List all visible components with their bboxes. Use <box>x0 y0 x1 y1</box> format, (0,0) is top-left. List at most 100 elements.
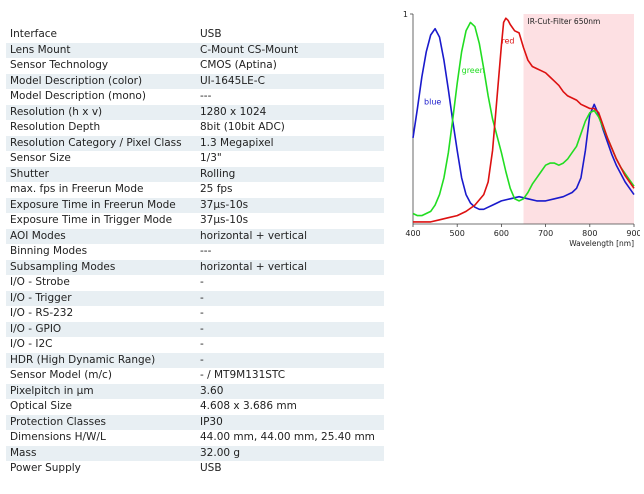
spec-row: Model Description (mono) --- <box>6 89 384 105</box>
spec-row: AOI Modes horizontal + vertical <box>6 228 384 244</box>
x-axis-label: Wavelength [nm] <box>569 239 634 248</box>
spec-label: Exposure Time in Freerun Mode <box>6 197 196 213</box>
spec-value: 25 fps <box>200 183 233 195</box>
spec-value: 4.608 x 3.686 mm <box>200 400 297 412</box>
spec-label: I/O - RS-232 <box>10 307 74 319</box>
spec-value: - <box>196 352 384 368</box>
spec-row: max. fps in Freerun Mode 25 fps <box>6 182 384 198</box>
spec-value: 8bit (10bit ADC) <box>200 121 285 133</box>
spec-value: - / MT9M131STC <box>200 369 286 381</box>
spec-row: Optical Size 4.608 x 3.686 mm <box>6 399 384 415</box>
spec-value: --- <box>200 90 212 102</box>
spec-label: Binning Modes <box>10 245 88 257</box>
spec-table: Interface USB Lens Mount C-Mount CS-Mount Se… <box>6 27 384 477</box>
spec-value: horizontal + vertical <box>196 259 384 275</box>
spec-label: Sensor Technology <box>10 59 109 71</box>
spec-label: Mass <box>6 445 196 461</box>
spec-row: Power Supply USB <box>6 461 384 477</box>
spec-label: I/O - I2C <box>10 338 53 350</box>
x-tick-label: 900 <box>626 229 640 238</box>
spec-row: I/O - Trigger - <box>6 290 384 306</box>
spec-value: 1/3" <box>200 152 222 164</box>
spec-value: 3.60 <box>196 383 384 399</box>
x-tick-label: 800 <box>582 229 597 238</box>
spec-row: Resolution Depth 8bit (10bit ADC) <box>6 120 384 136</box>
x-tick-label: 700 <box>538 229 553 238</box>
spec-label: Resolution (h x v) <box>6 104 196 120</box>
spec-value: - <box>200 307 204 319</box>
spec-label: Optical Size <box>10 400 72 412</box>
x-tick-label: 500 <box>450 229 465 238</box>
spec-value: C-Mount CS-Mount <box>196 42 384 58</box>
series-label-blue: blue <box>424 97 441 106</box>
spec-value: 32.00 g <box>196 445 384 461</box>
spec-value: - <box>200 338 204 350</box>
spec-row: Resolution (h x v) 1280 x 1024 <box>6 104 384 120</box>
spec-row: Protection Classes IP30 <box>6 414 384 430</box>
x-tick-label: 400 <box>405 229 420 238</box>
spec-value: - <box>200 276 204 288</box>
spec-row: Shutter Rolling <box>6 166 384 182</box>
x-tick-label: 600 <box>494 229 509 238</box>
spec-label: HDR (High Dynamic Range) <box>6 352 196 368</box>
spec-table-body: Interface USB Lens Mount C-Mount CS-Mount Se… <box>6 27 384 477</box>
spec-value: horizontal + vertical <box>196 228 384 244</box>
spec-row: I/O - Strobe - <box>6 275 384 291</box>
spec-label: Sensor Size <box>10 152 71 164</box>
spec-value: 1.3 Megapixel <box>196 135 384 151</box>
spec-value: - <box>196 290 384 306</box>
spec-row: Resolution Category / Pixel Class 1.3 Meg… <box>6 135 384 151</box>
spec-label: I/O - Strobe <box>10 276 70 288</box>
spec-row: Sensor Model (m/c) - / MT9M131STC <box>6 368 384 384</box>
spec-label: Dimensions H/W/L <box>10 431 106 443</box>
spec-row: Subsampling Modes horizontal + vertical <box>6 259 384 275</box>
spec-label: max. fps in Freerun Mode <box>10 183 144 195</box>
series-label-red: red <box>501 36 514 45</box>
spec-value: - <box>196 321 384 337</box>
ir-cut-region <box>523 14 634 224</box>
spec-row: Model Description (color) UI-1645LE-C <box>6 73 384 89</box>
spec-row: Exposure Time in Trigger Mode 37µs-10s <box>6 213 384 229</box>
spec-value: --- <box>200 245 212 257</box>
spec-row: HDR (High Dynamic Range) - <box>6 352 384 368</box>
spec-value: Rolling <box>196 166 384 182</box>
spec-label: I/O - Trigger <box>6 290 196 306</box>
spec-label: Exposure Time in Trigger Mode <box>10 214 173 226</box>
series-line-red <box>413 17 635 223</box>
y-tick-label: 1 <box>403 10 408 19</box>
spec-row: Exposure Time in Freerun Mode 37µs-10s <box>6 197 384 213</box>
spec-row: Interface USB <box>6 27 384 43</box>
spec-value: CMOS (Aptina) <box>200 59 277 71</box>
spec-label: Sensor Model (m/c) <box>10 369 112 381</box>
spec-label: AOI Modes <box>6 228 196 244</box>
spec-label: Resolution Category / Pixel Class <box>6 135 196 151</box>
spec-value: 37µs-10s <box>200 214 249 226</box>
spec-value: 1280 x 1024 <box>196 104 384 120</box>
spec-label: Model Description (color) <box>6 73 196 89</box>
spec-label: Interface <box>10 28 58 40</box>
spec-value: 44.00 mm, 44.00 mm, 25.40 mm <box>200 431 375 443</box>
spec-label: Subsampling Modes <box>6 259 196 275</box>
spec-row: Mass 32.00 g <box>6 445 384 461</box>
spec-label: Resolution Depth <box>10 121 101 133</box>
series-line-green <box>412 21 635 217</box>
chart-svg: IR-Cut-Filter 650nm 1 400 500 600 700 800 900Wa… <box>403 10 640 248</box>
spec-value: 37µs-10s <box>196 197 384 213</box>
spec-label: Pixelpitch in µm <box>6 383 196 399</box>
series-line-blue <box>412 27 635 211</box>
spec-label: Lens Mount <box>6 42 196 58</box>
spec-label: I/O - GPIO <box>6 321 196 337</box>
spec-value: USB <box>200 28 222 40</box>
spectral-response-chart: IR-Cut-Filter 650nm 1 400 500 600 700 800 900 Wa… <box>396 6 640 248</box>
spec-label: Shutter <box>6 166 196 182</box>
spec-row: I/O - RS-232 - <box>6 306 384 322</box>
spec-row: I/O - I2C - <box>6 337 384 353</box>
spec-row: Lens Mount C-Mount CS-Mount <box>6 42 384 58</box>
spec-value: USB <box>200 462 222 474</box>
spec-label: Power Supply <box>10 462 81 474</box>
spec-row: Sensor Size 1/3" <box>6 151 384 167</box>
series-label-green: green <box>462 66 485 75</box>
spec-row: Dimensions H/W/L 44.00 mm, 44.00 mm, 25.4… <box>6 430 384 446</box>
spec-label: Protection Classes <box>6 414 196 430</box>
spec-row: Pixelpitch in µm 3.60 <box>6 383 384 399</box>
